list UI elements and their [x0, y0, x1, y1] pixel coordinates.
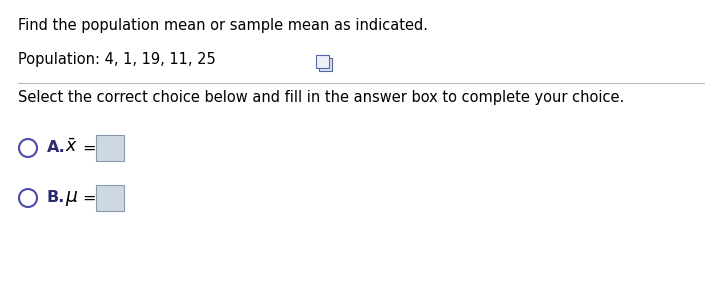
- Text: Population: 4, 1, 19, 11, 25: Population: 4, 1, 19, 11, 25: [18, 52, 216, 67]
- Circle shape: [19, 139, 37, 157]
- FancyBboxPatch shape: [316, 55, 329, 68]
- Text: =: =: [82, 140, 95, 156]
- Text: =: =: [82, 190, 95, 206]
- FancyBboxPatch shape: [96, 135, 124, 161]
- Text: Select the correct choice below and fill in the answer box to complete your choi: Select the correct choice below and fill…: [18, 90, 625, 105]
- Circle shape: [19, 189, 37, 207]
- FancyBboxPatch shape: [96, 185, 124, 211]
- FancyBboxPatch shape: [319, 58, 332, 71]
- Text: A.: A.: [47, 140, 66, 156]
- Text: $\bar{x}$: $\bar{x}$: [65, 138, 78, 156]
- Text: $\mu$: $\mu$: [65, 189, 79, 208]
- Text: Find the population mean or sample mean as indicated.: Find the population mean or sample mean …: [18, 18, 428, 33]
- Text: B.: B.: [47, 190, 66, 206]
